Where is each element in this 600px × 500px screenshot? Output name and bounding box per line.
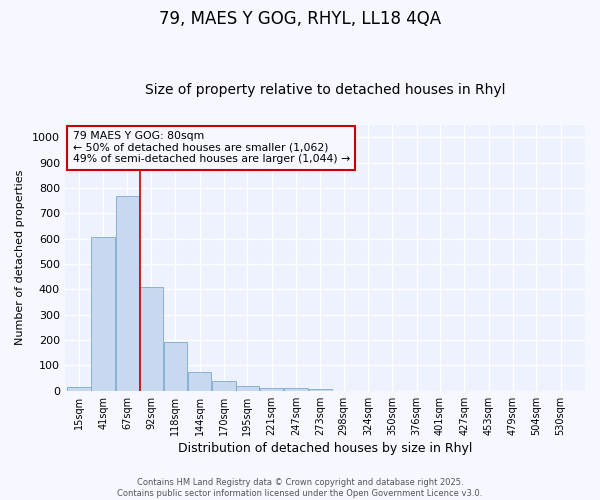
Bar: [188, 372, 211, 391]
Bar: [236, 386, 259, 391]
Bar: [212, 381, 236, 391]
Text: 79 MAES Y GOG: 80sqm
← 50% of detached houses are smaller (1,062)
49% of semi-de: 79 MAES Y GOG: 80sqm ← 50% of detached h…: [73, 131, 350, 164]
Y-axis label: Number of detached properties: Number of detached properties: [15, 170, 25, 346]
Title: Size of property relative to detached houses in Rhyl: Size of property relative to detached ho…: [145, 83, 505, 97]
Bar: [116, 196, 139, 391]
Text: Contains HM Land Registry data © Crown copyright and database right 2025.
Contai: Contains HM Land Registry data © Crown c…: [118, 478, 482, 498]
Bar: [164, 342, 187, 391]
Bar: [91, 238, 115, 391]
X-axis label: Distribution of detached houses by size in Rhyl: Distribution of detached houses by size …: [178, 442, 472, 455]
Bar: [67, 387, 91, 391]
Text: 79, MAES Y GOG, RHYL, LL18 4QA: 79, MAES Y GOG, RHYL, LL18 4QA: [159, 10, 441, 28]
Bar: [139, 287, 163, 391]
Bar: [308, 389, 332, 391]
Bar: [260, 388, 283, 391]
Bar: [284, 388, 308, 391]
